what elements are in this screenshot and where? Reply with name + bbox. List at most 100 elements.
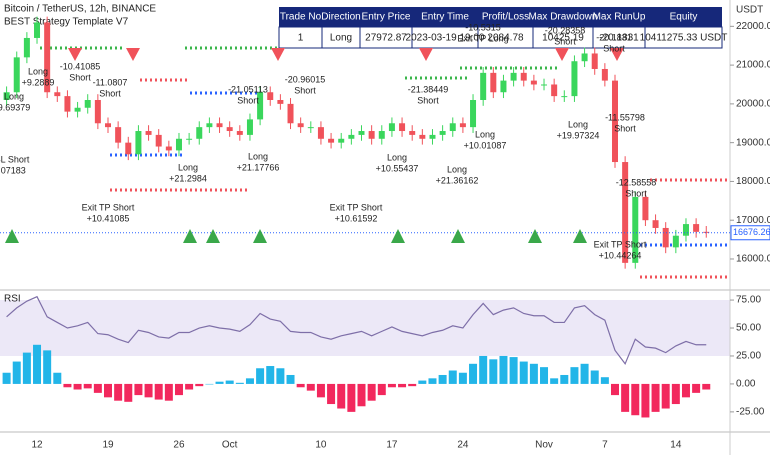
candle-body (703, 231, 710, 233)
histogram-bar (428, 378, 437, 384)
candle-body (541, 84, 548, 86)
table-cell: 10425.19 (542, 33, 584, 44)
candle-body (155, 134, 162, 147)
table-header: Max Drawdown (529, 12, 598, 23)
sell-signal (610, 48, 624, 61)
histogram-bar (33, 344, 42, 384)
histogram-bar (154, 383, 163, 400)
annotation: Short (294, 85, 316, 95)
annotation: +21.2984 (169, 173, 207, 183)
histogram-bar (43, 350, 52, 384)
histogram-bar (12, 361, 21, 384)
summary-table: Trade No Direction Entry Price Entry Time Pr… (278, 7, 727, 49)
y-tick-label: 22000.00 (736, 21, 770, 32)
annotation: -10.5315 (465, 22, 501, 32)
histogram-bar (2, 372, 11, 384)
buy-signal (5, 229, 19, 243)
histogram-bar (367, 383, 376, 401)
candle-body (54, 92, 61, 97)
candle-body (601, 68, 608, 81)
candle-body (226, 127, 233, 132)
annotation: SL Short (0, 154, 30, 164)
candle-body (693, 224, 700, 232)
candle-body (530, 80, 537, 85)
candle-body (338, 138, 345, 143)
table-header: Entry Time (421, 12, 469, 23)
annotation: Exit TP Long (457, 33, 508, 43)
candle-body (34, 22, 41, 38)
histogram-bar (347, 383, 356, 412)
table-cell: 2084.78 (487, 33, 524, 44)
candle-body (94, 100, 101, 124)
histogram-bar (357, 383, 366, 407)
candle-body (145, 131, 152, 135)
candle-body (186, 138, 193, 140)
histogram-bar (519, 361, 528, 384)
table-cell: 2023-03-19 19:00 (406, 33, 485, 44)
histogram-bar (489, 359, 498, 384)
candle-body (368, 131, 375, 139)
last-price-box (730, 225, 770, 241)
histogram-bar (63, 383, 72, 388)
annotation: Short (625, 188, 647, 198)
chart-subtitle: BEST Strategy Template V7 (4, 17, 129, 28)
buy-signal (451, 229, 465, 243)
histogram-bar (205, 383, 214, 385)
candle-body (490, 72, 497, 93)
candle-body (571, 61, 578, 97)
histogram-bar (144, 383, 153, 398)
candle-body (297, 123, 304, 128)
table-cell: 1 (298, 33, 304, 44)
y-tick-label: 21000.00 (736, 60, 770, 71)
histogram-bar (540, 367, 549, 384)
candle-body (135, 131, 142, 155)
annotation: Short (69, 72, 91, 82)
histogram-bar (692, 383, 701, 393)
histogram-bar (671, 383, 680, 405)
histogram-bar (398, 383, 407, 388)
last-price-label: 16676.26 (733, 227, 770, 237)
histogram-bar (316, 383, 325, 398)
candle-body (277, 100, 284, 104)
candle-body (216, 123, 223, 128)
x-tick-label: 26 (173, 440, 185, 451)
y-tick-label: 0.00 (736, 379, 756, 390)
candle-body (682, 224, 689, 236)
histogram-bar (306, 383, 315, 391)
table-header: Max RunUp (593, 12, 646, 23)
histogram-bar (215, 381, 224, 384)
candle-body (307, 127, 314, 129)
annotation: Long (178, 162, 198, 172)
candle-body (591, 53, 598, 69)
buy-signal (391, 229, 405, 243)
y-tick-label: 20000.00 (736, 99, 770, 110)
candle-body (470, 100, 477, 128)
candle-body (480, 72, 487, 100)
buy-signal (528, 229, 542, 243)
y-tick-label: 25.00 (736, 351, 761, 362)
annotation: 9.69379 (0, 102, 30, 112)
candle-body (196, 127, 203, 139)
candle-body (388, 123, 395, 132)
candle-body (652, 220, 659, 228)
histogram-bar (235, 382, 244, 384)
x-tick-label: 10 (315, 440, 327, 451)
candle-body (175, 138, 182, 151)
buy-signal (573, 229, 587, 243)
histogram-bar (509, 357, 518, 384)
annotation: -21.05113 (228, 84, 268, 94)
annotation: Long (4, 91, 24, 101)
candle-body (3, 92, 10, 100)
annotation: Long (28, 66, 48, 76)
histogram-bar (185, 383, 194, 390)
candle-body (439, 131, 446, 135)
annotation: +10.61592 (335, 213, 378, 223)
candle-body (510, 72, 517, 81)
annotation: Long (475, 129, 495, 139)
histogram-bar (104, 383, 112, 398)
annotation: +21.17766 (237, 162, 280, 172)
table-header: Entry Price (362, 12, 411, 23)
annotation: -11.55798 (605, 112, 645, 122)
y-tick-label: 16000.00 (736, 254, 770, 265)
